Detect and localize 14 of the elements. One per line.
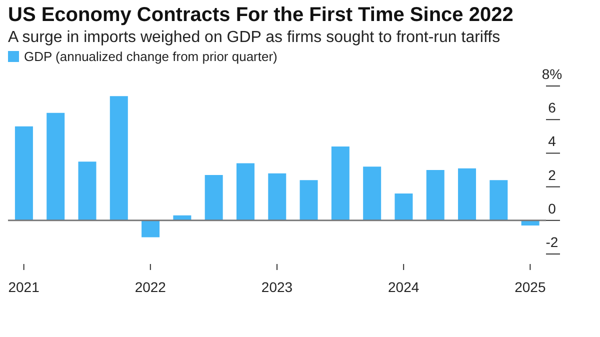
x-tick-label: 2025 xyxy=(514,279,546,295)
y-tick-label: 6 xyxy=(548,100,556,116)
x-tick-label: 2024 xyxy=(388,279,420,295)
legend-label: GDP (annualized change from prior quarter) xyxy=(24,49,278,64)
x-tick-label: 2022 xyxy=(134,279,166,295)
chart-subtitle: A surge in imports weighed on GDP as firms sought to front-run tariffs xyxy=(8,29,502,47)
x-tick-label: 2021 xyxy=(8,279,40,295)
y-tick-label: 4 xyxy=(548,133,556,150)
y-tick-label: 8% xyxy=(542,66,562,82)
y-tick-label: -2 xyxy=(546,234,558,250)
x-tick-label: 2023 xyxy=(261,279,293,295)
y-tick-label: 2 xyxy=(548,166,556,183)
chart-title: US Economy Contracts For the First Time Since 2022 xyxy=(8,4,514,27)
y-tick-label: 0 xyxy=(548,200,556,216)
